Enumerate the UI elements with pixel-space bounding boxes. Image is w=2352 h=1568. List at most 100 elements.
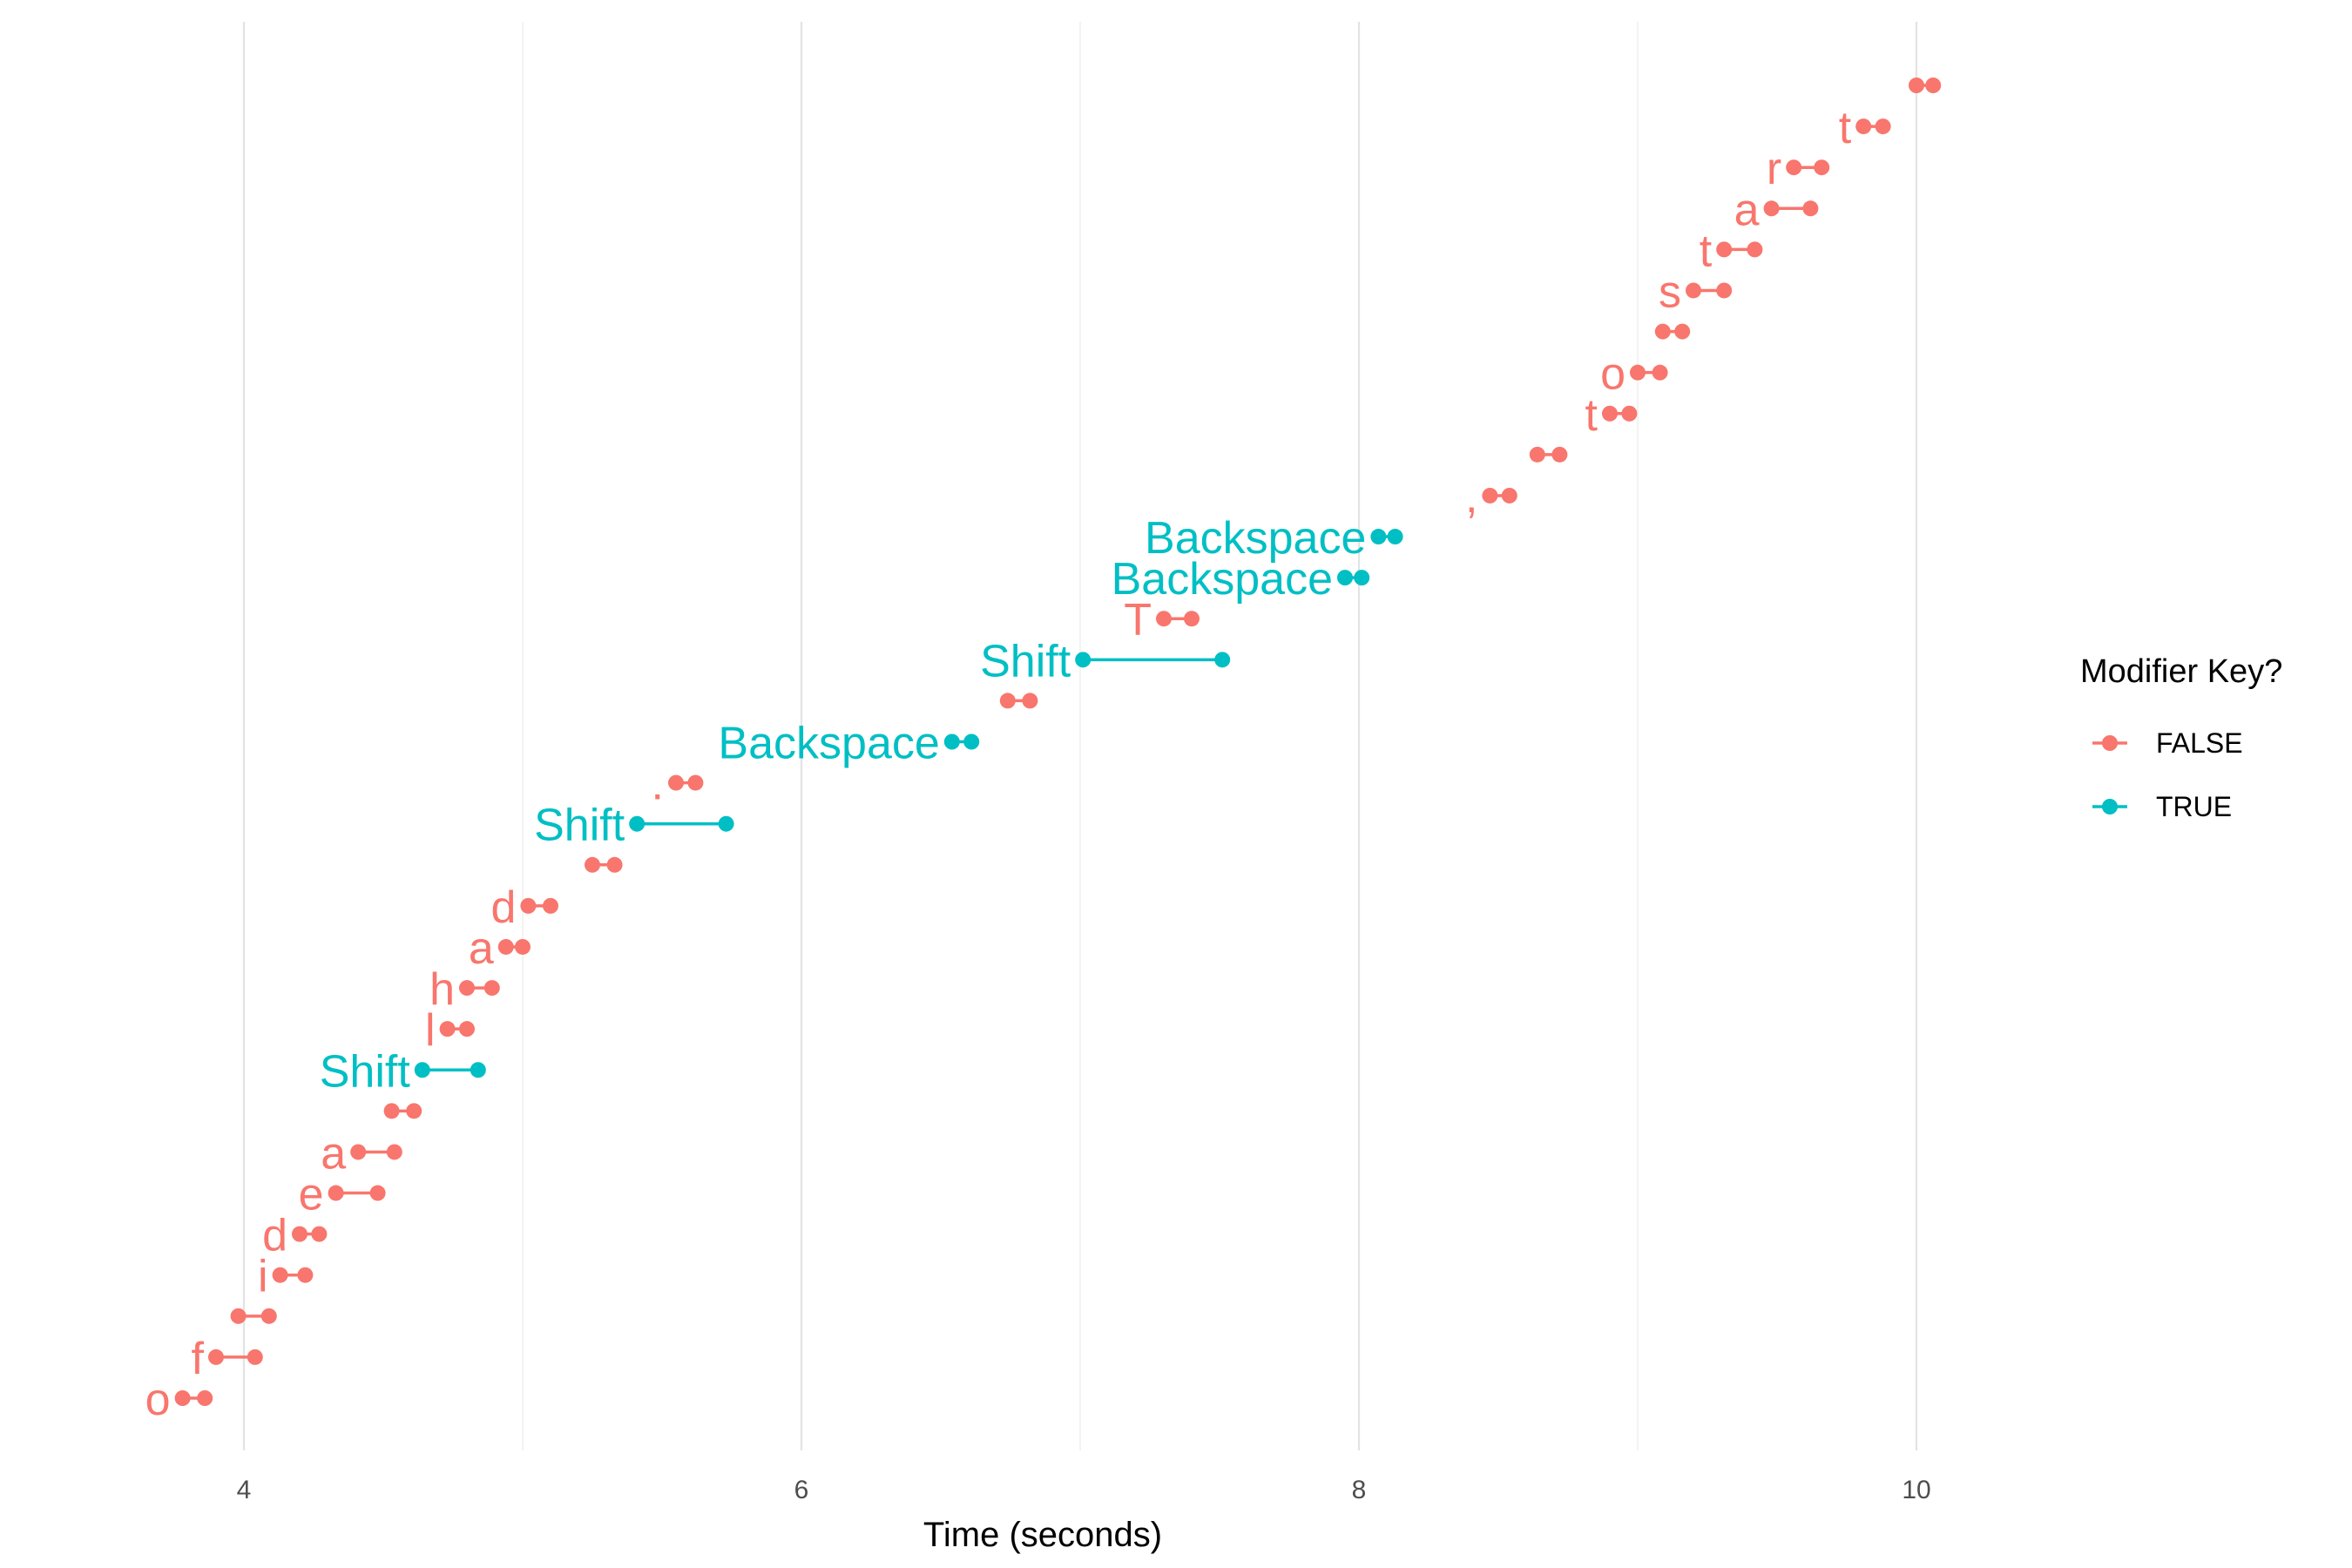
key-press-end-point [1354,570,1370,586]
key-press-start-point [585,856,600,873]
key-press [585,856,623,873]
minor-grid [522,22,1639,1450]
key-press-end-point [1621,405,1638,422]
key-press [1786,159,1830,176]
key-label: o [145,1375,171,1425]
key-press-end-point [606,856,623,873]
key-press [174,1390,213,1406]
key-press-start-point [414,1062,430,1078]
key-press-end-point [1674,323,1691,340]
key-press-start-point [1686,282,1701,299]
legend-key-point [2102,799,2118,814]
x-tick-label: 8 [1352,1476,1367,1504]
key-press [383,1103,422,1119]
key-press [1370,529,1403,545]
legend-entry: FALSE [2092,727,2243,759]
legend-title: Modifier Key? [2080,653,2282,690]
key-press [230,1308,277,1324]
key-press-start-point [1855,118,1872,135]
key-press-start-point [1909,78,1924,93]
key-press [272,1267,314,1283]
key-press [1630,364,1668,381]
key-press-end-point [386,1144,402,1160]
key-label: Shift [980,636,1071,686]
key-label: t [1839,103,1852,153]
key-label: s [1659,267,1681,317]
key-press-start-point [1370,529,1387,545]
key-press-end-point [718,815,734,832]
key-press [459,980,500,997]
legend-entries: FALSE TRUE [2092,727,2243,822]
key-press-start-point [520,897,537,914]
key-press-end-point [369,1185,386,1201]
key-press [1529,446,1568,463]
x-tick-label: 6 [794,1476,809,1504]
key-label: d [262,1211,287,1261]
key-press-start-point [1529,446,1545,463]
key-labels: ofideaShiftlhadShift.BackspaceShiftTBack… [145,103,1852,1425]
legend-key-point [2102,735,2118,751]
key-label: . [652,760,664,810]
key-press-end-point [470,1062,486,1078]
key-press-end-point [406,1103,422,1119]
key-label: d [490,882,516,933]
key-press-end-point [247,1348,263,1365]
key-press [1686,282,1733,299]
x-tick-label: 10 [1902,1476,1930,1504]
key-press-end-point [543,897,558,914]
key-press [629,815,734,832]
key-press-end-point [1925,78,1942,93]
key-label: , [1465,472,1477,523]
key-press-end-point [297,1267,314,1283]
key-label: a [321,1128,346,1179]
key-press-start-point [328,1185,344,1201]
key-press-end-point [1501,487,1517,504]
key-label: Backspace [718,719,939,769]
key-press [999,693,1038,709]
key-press [1602,405,1638,422]
key-label: t [1700,226,1713,276]
key-press [497,938,531,955]
key-press-start-point [1630,364,1646,381]
key-press [1654,323,1691,340]
key-press-start-point [1654,323,1671,340]
key-press [520,897,558,914]
key-label: Backspace [1112,554,1333,605]
key-press-start-point [383,1103,400,1119]
key-label: Shift [534,801,625,851]
key-press-start-point [272,1267,288,1283]
key-press-end-point [1716,282,1733,299]
key-press-end-point [1802,200,1819,217]
key-label: t [1585,390,1598,441]
key-press-end-point [1387,529,1403,545]
key-press-end-point [1875,118,1891,135]
key-press-end-point [687,774,704,791]
key-label: r [1767,144,1781,194]
legend-entry: TRUE [2092,791,2232,822]
key-press-end-point [963,733,980,750]
key-label: h [429,964,455,1015]
legend-label: FALSE [2156,727,2243,759]
key-press-start-point [668,774,684,791]
key-press [1482,487,1517,504]
key-press-start-point [459,980,475,997]
x-axis-title: Time (seconds) [923,1516,1162,1554]
key-label: i [258,1252,268,1302]
key-press-start-point [999,693,1016,709]
key-label: f [192,1334,205,1384]
key-press [1763,200,1819,217]
key-press-start-point [230,1308,247,1324]
key-press [1075,652,1231,668]
key-press [943,733,980,750]
key-press-end-point [1022,693,1038,709]
key-press-start-point [174,1390,191,1406]
key-label: a [469,923,494,974]
key-press-end-point [1214,652,1231,668]
key-label: a [1734,185,1760,235]
key-press [439,1021,475,1037]
key-press-start-point [497,938,514,955]
key-press [1716,241,1763,258]
key-press-start-point [350,1144,367,1160]
key-press-start-point [1075,652,1092,668]
key-press-end-point [515,938,531,955]
